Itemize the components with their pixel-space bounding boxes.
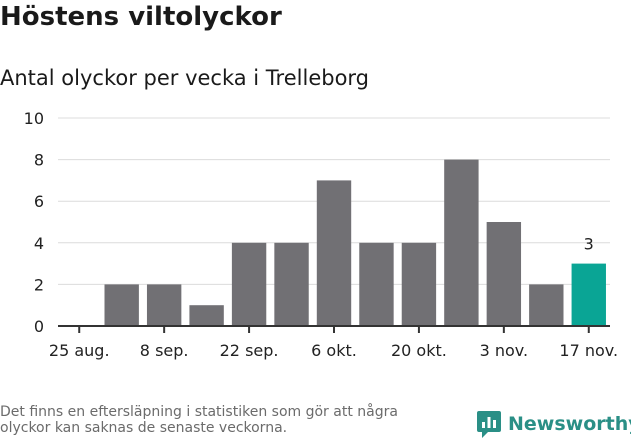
bar <box>401 242 437 326</box>
x-tick-label: 25 aug. <box>49 341 110 360</box>
y-tick-label: 0 <box>34 317 44 336</box>
x-tick-label: 17 nov. <box>559 341 618 360</box>
bar <box>359 242 394 326</box>
bar-highlight <box>571 263 606 326</box>
bar <box>444 159 479 326</box>
bar <box>189 305 224 326</box>
bar <box>486 222 522 326</box>
y-tick-label: 10 <box>24 109 44 128</box>
bar-value-label: 3 <box>584 235 594 254</box>
chart-title: Höstens viltolyckor <box>0 2 282 32</box>
x-tick-label: 8 sep. <box>140 341 189 360</box>
bar <box>274 242 309 326</box>
footnote: Det finns en eftersläpning i statistiken… <box>0 404 398 436</box>
newsworthy-logo: Newsworthy <box>476 409 631 439</box>
x-tick-label: 6 okt. <box>311 341 357 360</box>
x-tick-label: 22 sep. <box>220 341 279 360</box>
bar <box>146 284 182 326</box>
brand-name: Newsworthy <box>508 413 631 435</box>
y-tick-label: 6 <box>34 192 44 211</box>
bar <box>104 284 139 326</box>
chart-subtitle: Antal olyckor per vecka i Trelleborg <box>0 66 370 90</box>
x-tick-label: 20 okt. <box>391 341 447 360</box>
newsworthy-logo-icon <box>477 411 501 438</box>
bar <box>231 242 267 326</box>
x-tick-label: 3 nov. <box>480 341 529 360</box>
y-tick-label: 8 <box>34 151 44 170</box>
bar <box>316 180 352 326</box>
bar <box>529 284 564 326</box>
y-tick-label: 2 <box>34 275 44 294</box>
bar-chart: 0 2 4 6 8 10 3 25 aug. 8 sep. 22 sep. 6 okt. 20 okt… <box>24 109 618 360</box>
y-tick-label: 4 <box>34 234 44 253</box>
